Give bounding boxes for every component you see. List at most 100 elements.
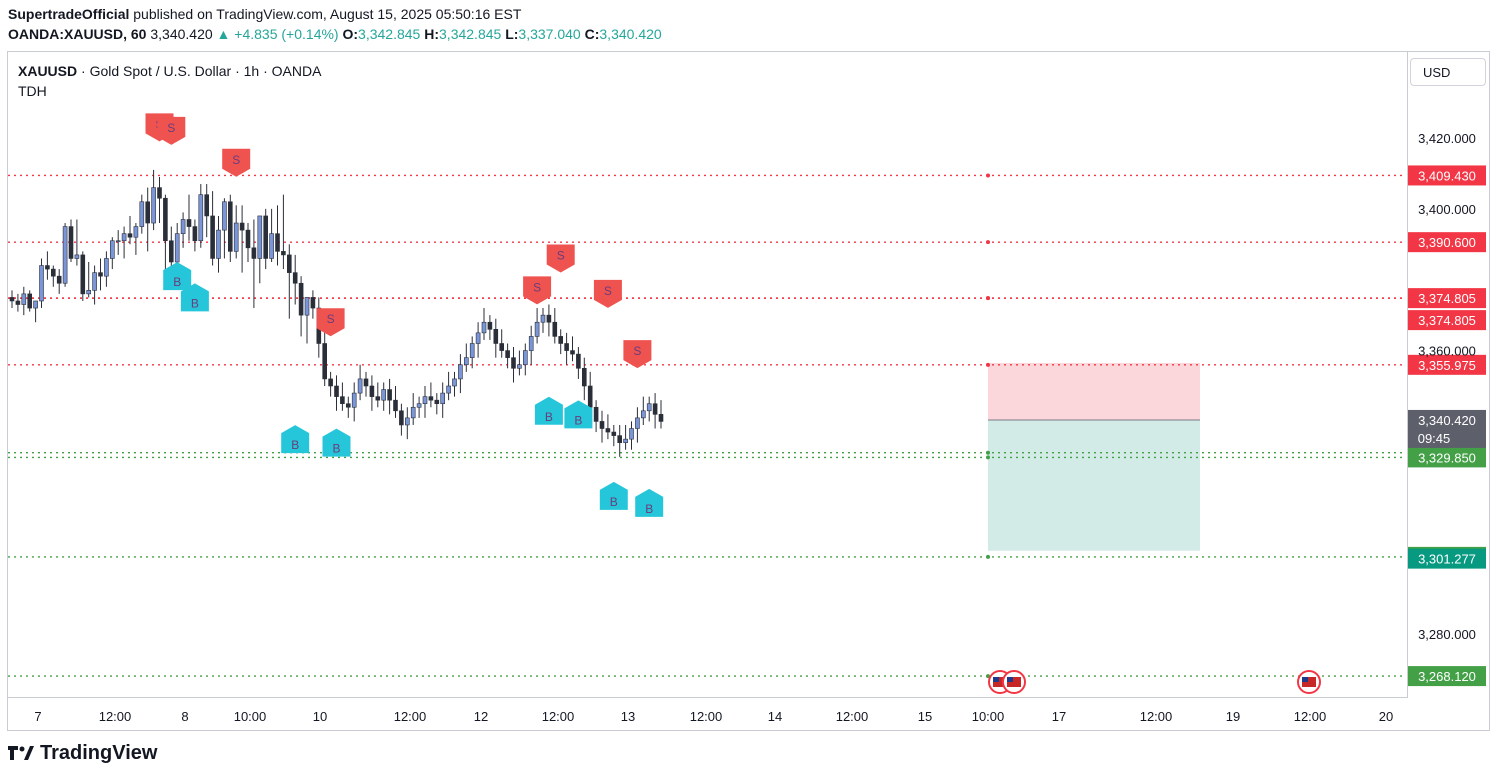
- candle-body[interactable]: [15, 300, 21, 305]
- candle-body[interactable]: [62, 226, 68, 284]
- candle-body[interactable]: [169, 240, 174, 263]
- take-profit-zone[interactable]: [988, 419, 1200, 551]
- candle-body[interactable]: [322, 343, 328, 380]
- candle-body[interactable]: [133, 226, 139, 238]
- candle-body[interactable]: [422, 396, 428, 405]
- candle-body[interactable]: [369, 385, 375, 397]
- candle-body[interactable]: [522, 350, 528, 366]
- candle-body[interactable]: [617, 435, 623, 443]
- candle-body[interactable]: [528, 336, 534, 351]
- sell-signal[interactable]: S: [546, 244, 575, 273]
- candle-body[interactable]: [281, 251, 286, 256]
- candle-body[interactable]: [475, 332, 481, 344]
- candle-body[interactable]: [50, 268, 56, 277]
- candle-body[interactable]: [115, 240, 121, 243]
- candle-body[interactable]: [658, 414, 664, 422]
- buy-signal[interactable]: B: [180, 283, 209, 312]
- candle-body[interactable]: [611, 431, 617, 436]
- candle-body[interactable]: [499, 343, 505, 351]
- candle-body[interactable]: [393, 399, 398, 412]
- candle-body[interactable]: [345, 403, 351, 408]
- candle-body[interactable]: [446, 385, 451, 394]
- candle-body[interactable]: [399, 410, 404, 426]
- candle-body[interactable]: [640, 410, 646, 419]
- candle-body[interactable]: [257, 215, 263, 259]
- plot-area[interactable]: [8, 52, 1408, 698]
- candle-body[interactable]: [210, 215, 215, 259]
- candle-body[interactable]: [9, 297, 15, 302]
- buy-signal[interactable]: B: [322, 428, 351, 457]
- candle-body[interactable]: [410, 406, 416, 419]
- candle-body[interactable]: [121, 233, 127, 242]
- candle-body[interactable]: [192, 226, 198, 242]
- stop-loss-zone[interactable]: [988, 362, 1200, 420]
- candle-body[interactable]: [387, 389, 392, 401]
- candle-body[interactable]: [357, 378, 363, 394]
- candle-body[interactable]: [517, 364, 522, 369]
- candle-body[interactable]: [33, 300, 38, 309]
- candle-body[interactable]: [157, 187, 162, 199]
- candle-body[interactable]: [180, 219, 186, 234]
- candle-body[interactable]: [652, 403, 658, 415]
- candle-body[interactable]: [251, 247, 257, 259]
- candle-body[interactable]: [487, 321, 493, 330]
- buy-signal[interactable]: B: [635, 488, 664, 517]
- buy-signal[interactable]: B: [281, 425, 310, 454]
- buy-signal[interactable]: B: [564, 400, 593, 429]
- candle-body[interactable]: [381, 389, 387, 401]
- candle-body[interactable]: [351, 392, 357, 408]
- candle-body[interactable]: [245, 229, 251, 249]
- candle-body[interactable]: [310, 297, 316, 309]
- candle-body[interactable]: [304, 297, 310, 316]
- candle-body[interactable]: [98, 272, 103, 277]
- candle-body[interactable]: [623, 438, 628, 443]
- candle-body[interactable]: [564, 343, 569, 351]
- candle-body[interactable]: [558, 336, 564, 344]
- candle-body[interactable]: [363, 378, 369, 387]
- candle-body[interactable]: [375, 396, 381, 401]
- candle-body[interactable]: [434, 399, 440, 405]
- candle-body[interactable]: [440, 392, 446, 405]
- candle-body[interactable]: [298, 282, 304, 316]
- candle-body[interactable]: [458, 364, 463, 380]
- candle-body[interactable]: [570, 350, 575, 355]
- candle-body[interactable]: [275, 233, 280, 252]
- sell-signal[interactable]: S: [222, 148, 251, 177]
- candle-body[interactable]: [110, 240, 115, 259]
- candle-body[interactable]: [292, 272, 298, 284]
- author-name[interactable]: SupertradeOfficial: [8, 6, 130, 22]
- candle-body[interactable]: [174, 233, 180, 263]
- candle-body[interactable]: [27, 293, 33, 309]
- candle-body[interactable]: [80, 254, 86, 295]
- sell-signal[interactable]: S: [157, 116, 186, 145]
- candle-body[interactable]: [127, 233, 133, 238]
- candle-body[interactable]: [534, 321, 540, 337]
- candle-body[interactable]: [416, 403, 422, 408]
- sell-signal[interactable]: S: [593, 279, 622, 308]
- buy-signal[interactable]: B: [599, 481, 628, 510]
- sell-signal[interactable]: S: [523, 276, 552, 305]
- candle-body[interactable]: [74, 254, 80, 259]
- candle-body[interactable]: [216, 229, 221, 259]
- candle-body[interactable]: [86, 290, 91, 295]
- candle-body[interactable]: [646, 403, 652, 412]
- indicator-name[interactable]: TDH: [18, 83, 47, 99]
- candle-body[interactable]: [68, 226, 74, 259]
- candle-body[interactable]: [581, 367, 587, 387]
- tradingview-logo[interactable]: TradingView: [8, 742, 157, 765]
- candle-body[interactable]: [92, 272, 97, 291]
- candle-body[interactable]: [228, 201, 233, 252]
- candle-body[interactable]: [145, 201, 150, 224]
- candle-body[interactable]: [334, 385, 339, 397]
- candle-body[interactable]: [104, 258, 109, 277]
- candle-body[interactable]: [286, 254, 292, 273]
- candle-body[interactable]: [39, 265, 44, 302]
- currency-button[interactable]: USD: [1410, 58, 1486, 86]
- sell-signal[interactable]: S: [623, 340, 652, 369]
- candle-body[interactable]: [269, 233, 274, 259]
- candle-body[interactable]: [328, 378, 333, 387]
- candle-body[interactable]: [198, 194, 204, 242]
- candle-body[interactable]: [21, 293, 27, 305]
- candle-body[interactable]: [222, 201, 227, 231]
